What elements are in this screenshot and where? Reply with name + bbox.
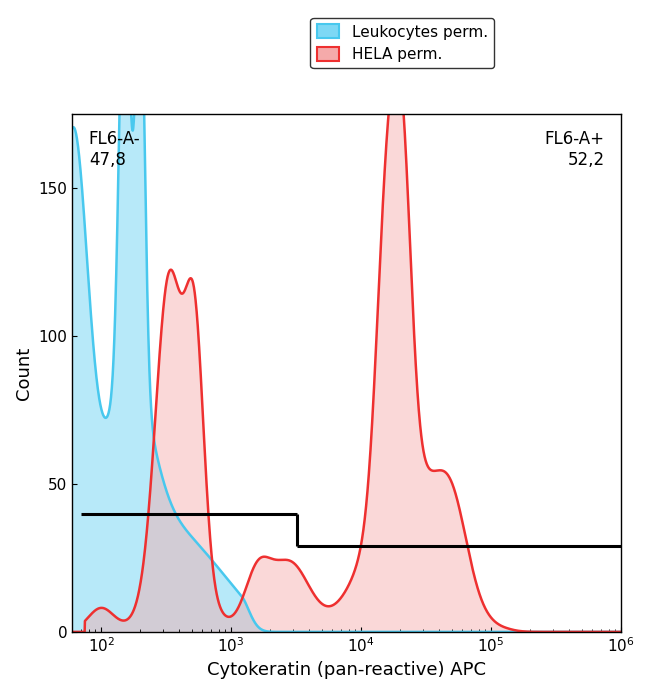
Y-axis label: Count: Count — [15, 346, 33, 400]
X-axis label: Cytokeratin (pan-reactive) APC: Cytokeratin (pan-reactive) APC — [207, 661, 486, 679]
Text: FL6-A+
52,2: FL6-A+ 52,2 — [545, 130, 604, 169]
Legend: Leukocytes perm., HELA perm.: Leukocytes perm., HELA perm. — [311, 18, 494, 68]
Text: FL6-A-
47,8: FL6-A- 47,8 — [89, 130, 140, 169]
